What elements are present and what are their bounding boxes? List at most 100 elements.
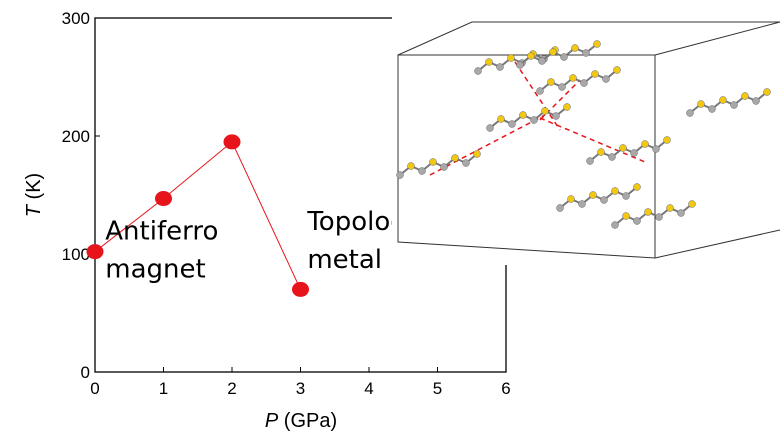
crystal-structure bbox=[392, 10, 782, 265]
x-axis-label: P (GPa) bbox=[265, 410, 337, 432]
atom bbox=[686, 109, 694, 117]
atom bbox=[485, 58, 493, 66]
x-tick-label: 3 bbox=[296, 379, 305, 398]
contact-line bbox=[429, 114, 546, 176]
x-tick-label: 2 bbox=[227, 379, 236, 398]
atom bbox=[666, 204, 674, 212]
atom bbox=[688, 200, 696, 208]
y-tick-label: 300 bbox=[62, 9, 90, 28]
x-tick-label: 0 bbox=[90, 379, 99, 398]
atom bbox=[602, 75, 610, 83]
atom bbox=[396, 171, 404, 179]
atom bbox=[697, 100, 705, 108]
atom bbox=[633, 217, 641, 225]
atom bbox=[536, 87, 544, 95]
x-tick-label: 4 bbox=[364, 379, 373, 398]
contact-line bbox=[539, 117, 646, 163]
atom bbox=[552, 112, 560, 120]
atom bbox=[622, 212, 630, 220]
x-tick-label: 6 bbox=[501, 379, 510, 398]
atom bbox=[547, 78, 555, 86]
y-axis-label: T (K) bbox=[23, 173, 45, 217]
y-label-symbol: T bbox=[23, 203, 45, 217]
atom bbox=[563, 103, 571, 111]
atom bbox=[608, 153, 616, 161]
atom bbox=[663, 136, 671, 144]
atom bbox=[655, 213, 663, 221]
atom bbox=[473, 150, 481, 158]
atom bbox=[541, 107, 549, 115]
atom bbox=[538, 57, 546, 65]
atom bbox=[677, 209, 685, 217]
x-tick-label: 5 bbox=[433, 379, 442, 398]
y-tick-label: 0 bbox=[81, 363, 90, 382]
data-point bbox=[155, 191, 172, 207]
atom bbox=[507, 54, 515, 62]
atom bbox=[741, 92, 749, 100]
atom bbox=[633, 183, 641, 191]
y-label-unit: (K) bbox=[23, 173, 45, 200]
atom bbox=[630, 149, 638, 157]
atom bbox=[708, 105, 716, 113]
atom bbox=[508, 120, 516, 128]
series-line bbox=[94, 141, 301, 290]
atom bbox=[586, 157, 594, 165]
x-label-unit: (GPa) bbox=[284, 410, 337, 432]
atom bbox=[578, 200, 586, 208]
atom bbox=[644, 208, 652, 216]
atom bbox=[429, 158, 437, 166]
atom bbox=[719, 96, 727, 104]
box-top bbox=[397, 21, 780, 56]
atom bbox=[418, 167, 426, 175]
atom bbox=[530, 116, 538, 124]
atom bbox=[440, 163, 448, 171]
atom bbox=[580, 79, 588, 87]
atom bbox=[613, 66, 621, 74]
atom bbox=[496, 63, 504, 71]
contact-line bbox=[514, 61, 561, 131]
x-tick-label: 1 bbox=[159, 379, 168, 398]
atom bbox=[560, 53, 568, 61]
atom bbox=[486, 124, 494, 132]
atom bbox=[611, 187, 619, 195]
box-edge bbox=[654, 21, 781, 56]
atom bbox=[549, 48, 557, 56]
y-tick-label: 100 bbox=[62, 245, 90, 264]
atom bbox=[641, 140, 649, 148]
x-label-symbol: P bbox=[265, 410, 279, 432]
inset-background bbox=[392, 10, 782, 265]
atom bbox=[597, 148, 605, 156]
data-point bbox=[292, 281, 309, 297]
atom bbox=[451, 154, 459, 162]
atom bbox=[527, 52, 535, 60]
atom bbox=[593, 40, 601, 48]
atom bbox=[567, 195, 575, 203]
atom bbox=[462, 159, 470, 167]
box-edge bbox=[654, 229, 781, 259]
atom bbox=[497, 115, 505, 123]
atom bbox=[516, 61, 524, 69]
atom bbox=[652, 145, 660, 153]
atom bbox=[622, 192, 630, 200]
atom bbox=[519, 111, 527, 119]
atom bbox=[600, 196, 608, 204]
atom bbox=[589, 191, 597, 199]
atom bbox=[730, 101, 738, 109]
atom bbox=[556, 204, 564, 212]
atom bbox=[611, 221, 619, 229]
data-point bbox=[223, 134, 241, 150]
plot: P (GPa) T (K) 0 1 2 3 4 5 6 0 100 200 300 Antiferro… bbox=[23, 9, 511, 432]
data-point bbox=[86, 244, 104, 260]
atom bbox=[763, 88, 771, 96]
atom bbox=[619, 144, 627, 152]
atom bbox=[582, 49, 590, 57]
annotation: Antiferro bbox=[105, 216, 218, 246]
annotation: magnet bbox=[105, 254, 205, 284]
atom bbox=[752, 97, 760, 105]
atom bbox=[591, 70, 599, 78]
y-tick-label: 200 bbox=[62, 127, 90, 146]
atom bbox=[558, 83, 566, 91]
annotation: metal bbox=[307, 245, 382, 275]
atom bbox=[407, 162, 415, 170]
